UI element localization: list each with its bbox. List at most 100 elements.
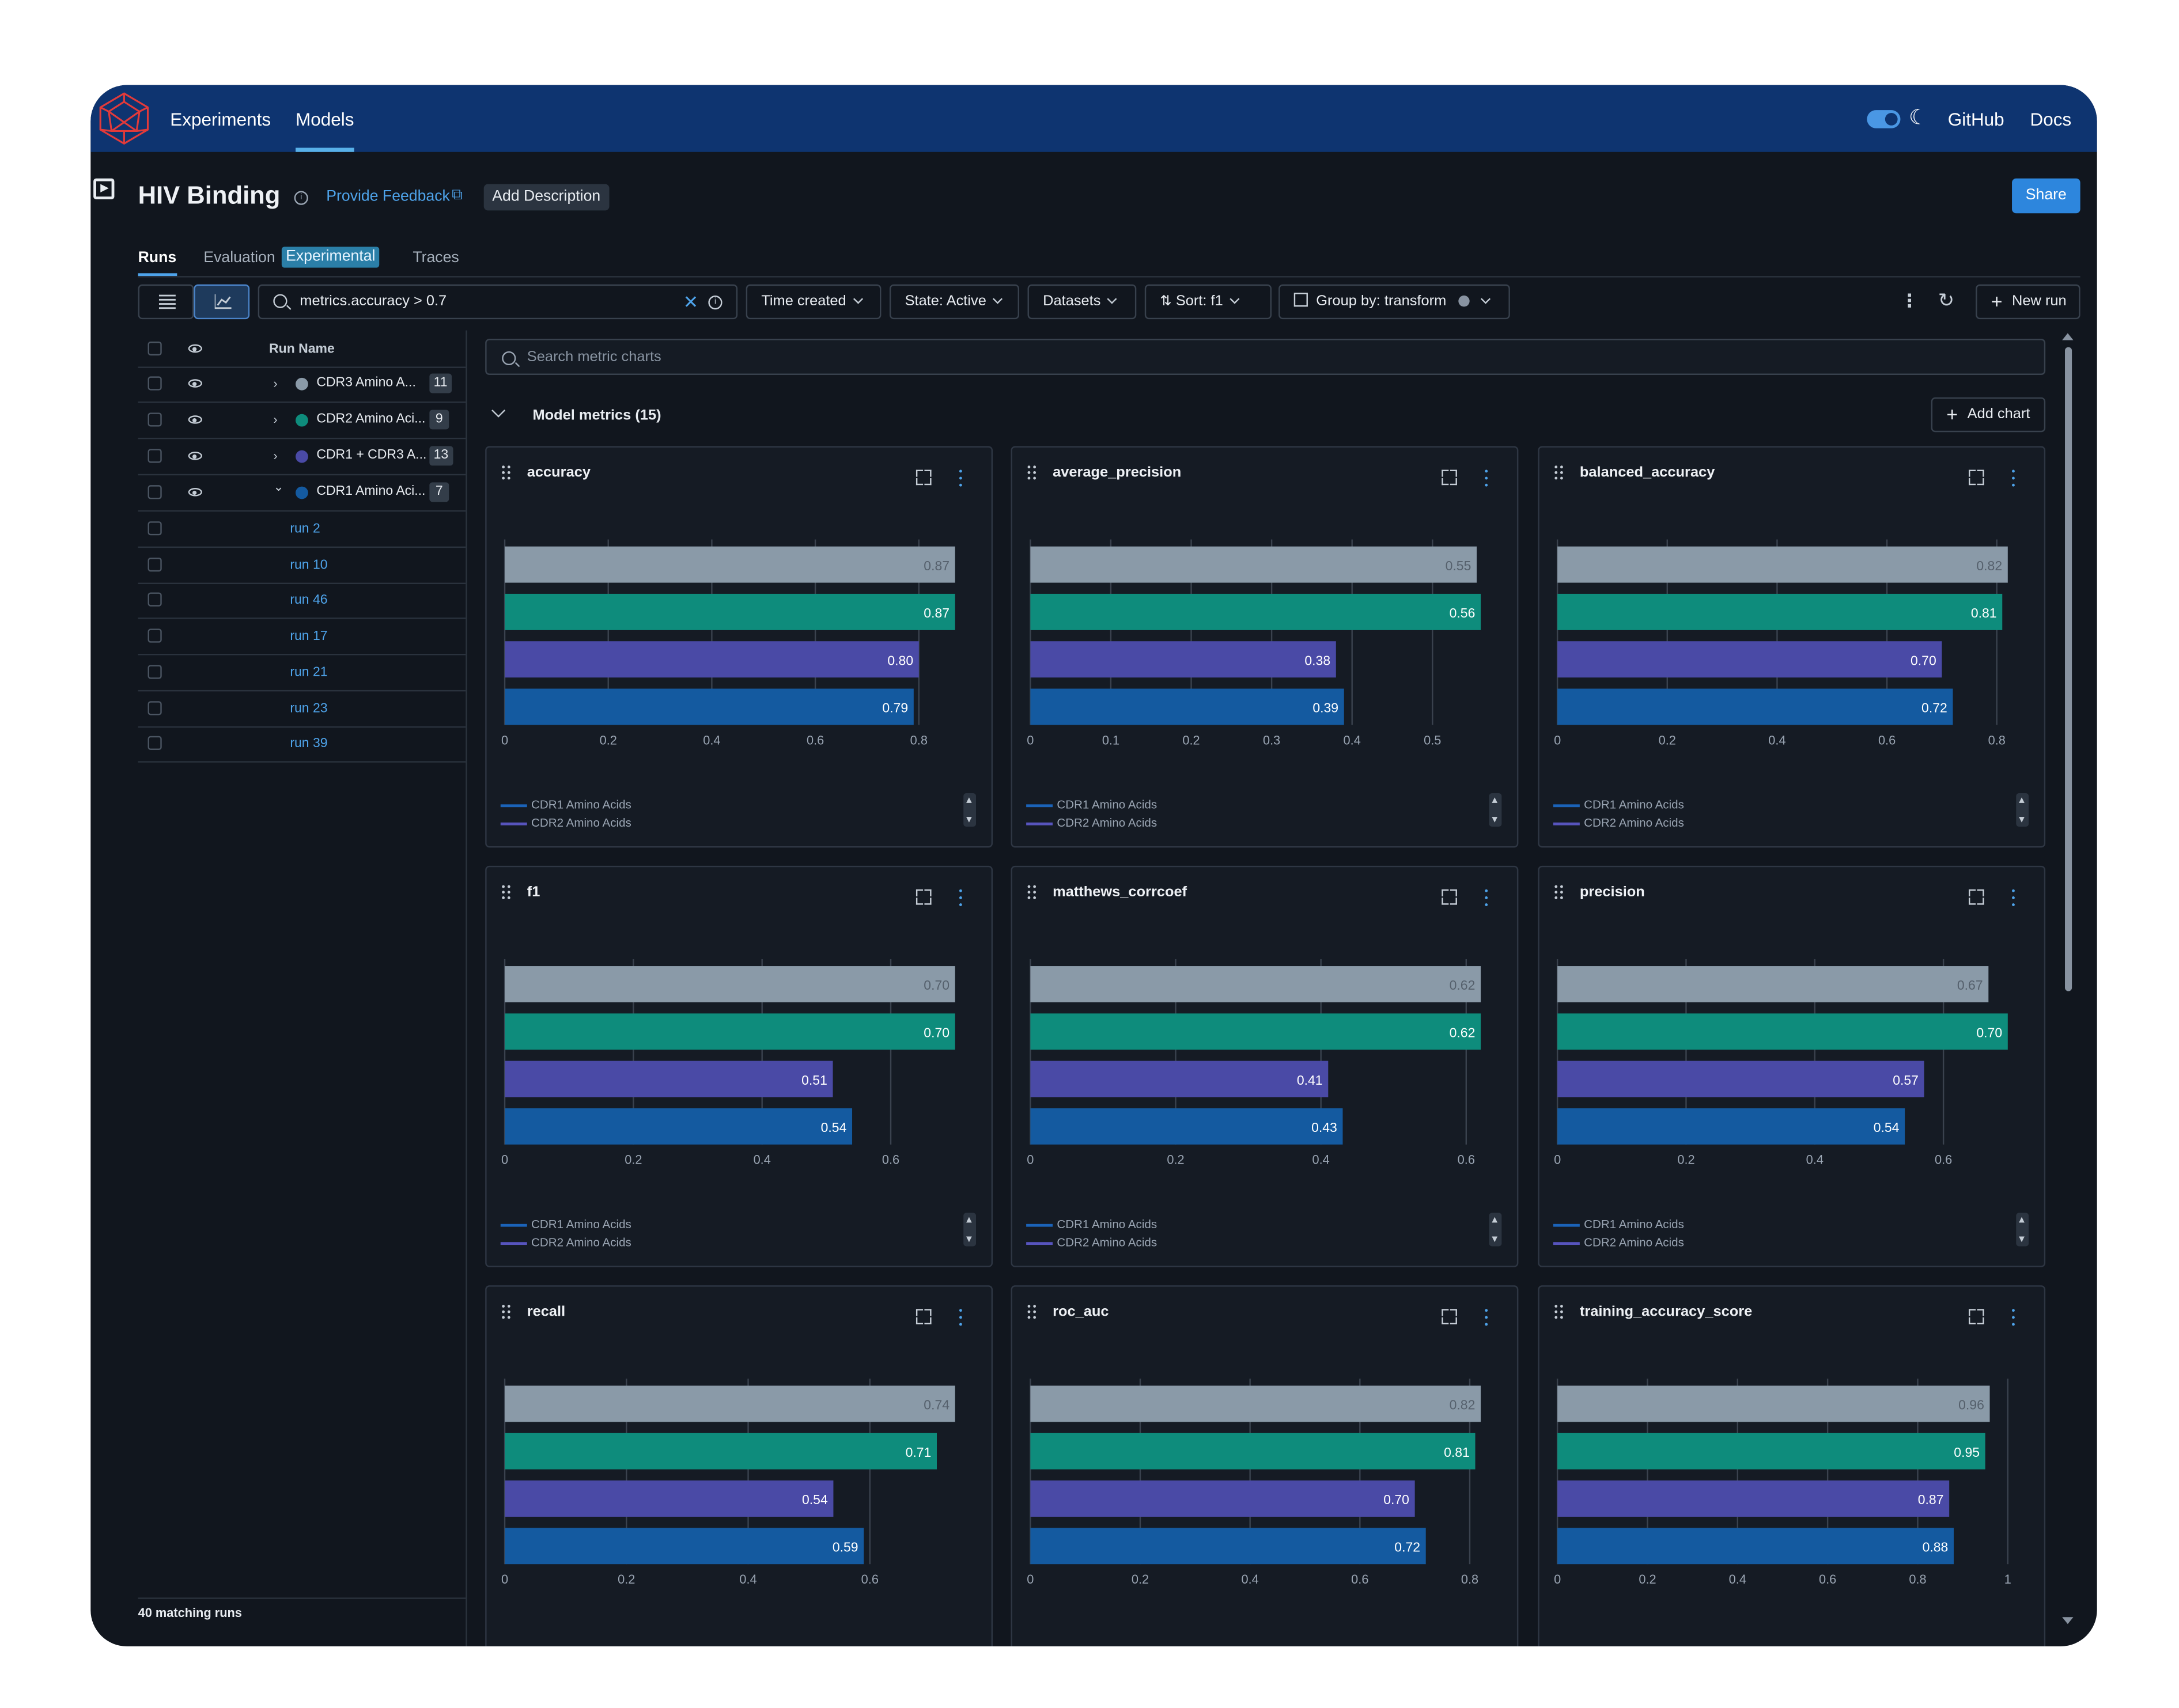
run-link[interactable]: run 23 xyxy=(290,700,328,716)
row-checkbox[interactable] xyxy=(147,376,162,391)
scroll-up-icon[interactable] xyxy=(2062,333,2074,340)
tab-traces[interactable]: Traces xyxy=(413,249,459,267)
visibility-icon[interactable] xyxy=(188,452,202,460)
visibility-icon[interactable] xyxy=(188,379,202,388)
chart-menu-icon[interactable] xyxy=(2012,469,2015,487)
datasets-dropdown[interactable]: Datasets xyxy=(1027,284,1137,320)
run-link[interactable]: run 21 xyxy=(290,664,328,680)
bar[interactable] xyxy=(505,1480,834,1517)
legend-item[interactable]: CDR2 Amino Acids xyxy=(1553,1234,1684,1252)
run-link[interactable]: run 46 xyxy=(290,593,328,609)
bar[interactable] xyxy=(1557,966,1989,1002)
run-group-row[interactable]: › CDR1 + CDR3 A... 13 xyxy=(138,439,466,476)
metric-chart-card[interactable]: f1 0 0.2 0.4 0.6 0.70 0.70 0.51 0.54 CDR1 Amino A… xyxy=(485,865,993,1267)
sort-dropdown[interactable]: ⇅ Sort: f1 xyxy=(1144,284,1272,320)
legend-scroll-control[interactable] xyxy=(1489,1213,1502,1247)
nav-docs[interactable]: Docs xyxy=(2030,108,2072,130)
chevron-down-icon[interactable] xyxy=(491,403,506,418)
chart-menu-icon[interactable] xyxy=(959,1309,962,1326)
metric-chart-card[interactable]: balanced_accuracy 0 0.2 0.4 0.6 0.8 0.82 0.81 0.… xyxy=(1538,446,2046,848)
add-chart-button[interactable]: + Add chart xyxy=(1931,397,2046,433)
chevron-right-icon[interactable]: › xyxy=(273,376,278,391)
metric-chart-card[interactable]: matthews_corrcoef 0 0.2 0.4 0.6 0.62 0.62 0.41 0… xyxy=(1011,865,1519,1267)
chart-menu-icon[interactable] xyxy=(2012,889,2015,906)
row-checkbox[interactable] xyxy=(147,736,162,751)
legend-item[interactable]: CDR1 Amino Acids xyxy=(1553,796,1684,814)
fullscreen-icon[interactable] xyxy=(916,469,932,486)
legend-scroll-control[interactable] xyxy=(963,793,976,827)
legend-item[interactable]: CDR2 Amino Acids xyxy=(1026,814,1157,832)
run-link[interactable]: run 39 xyxy=(290,736,328,752)
table-view-button[interactable] xyxy=(138,284,194,320)
clear-group-icon[interactable] xyxy=(1458,296,1470,307)
bar[interactable] xyxy=(1557,1061,1924,1097)
scroll-thumb[interactable] xyxy=(2065,347,2072,991)
pane-divider[interactable] xyxy=(466,330,467,1647)
theme-toggle[interactable] xyxy=(1867,110,1901,128)
run-row[interactable]: run 21 xyxy=(138,655,466,691)
row-checkbox[interactable] xyxy=(147,628,162,643)
scroll-down-icon[interactable] xyxy=(2062,1617,2074,1624)
bar[interactable] xyxy=(1030,1480,1415,1517)
legend-item[interactable]: CDR1 Amino Acids xyxy=(1026,796,1157,814)
chevron-down-icon[interactable]: ⌄ xyxy=(273,479,284,494)
bar[interactable] xyxy=(1557,1108,1905,1145)
search-info-icon[interactable]: i xyxy=(708,296,722,310)
bar[interactable] xyxy=(1030,1013,1481,1050)
group-by-dropdown[interactable]: Group by: transform xyxy=(1278,284,1510,320)
group-name[interactable]: CDR3 Amino A... xyxy=(316,374,416,391)
bar[interactable] xyxy=(1557,1385,1990,1422)
metric-chart-card[interactable]: recall 0 0.2 0.4 0.6 0.74 0.71 0.54 0.59 xyxy=(485,1285,993,1647)
fullscreen-icon[interactable] xyxy=(916,1309,932,1324)
row-checkbox[interactable] xyxy=(147,485,162,499)
bar[interactable] xyxy=(1030,688,1344,725)
metric-chart-card[interactable]: precision 0 0.2 0.4 0.6 0.67 0.70 0.57 0.54 CDR1 … xyxy=(1538,865,2046,1267)
legend-item[interactable]: CDR1 Amino Acids xyxy=(500,1215,631,1233)
chart-menu-icon[interactable] xyxy=(2012,1309,2015,1326)
bar[interactable] xyxy=(1557,641,1942,678)
run-row[interactable]: run 17 xyxy=(138,619,466,656)
refresh-icon[interactable]: ↻ xyxy=(1938,288,1955,311)
select-all-checkbox[interactable] xyxy=(147,341,162,356)
bar[interactable] xyxy=(505,1061,833,1097)
bar[interactable] xyxy=(1030,546,1477,583)
row-checkbox[interactable] xyxy=(147,557,162,571)
run-row[interactable]: run 2 xyxy=(138,512,466,548)
legend-scroll-control[interactable] xyxy=(2016,793,2029,827)
bar[interactable] xyxy=(1030,641,1336,678)
bar[interactable] xyxy=(1030,1433,1476,1470)
bar[interactable] xyxy=(505,688,914,725)
row-checkbox[interactable] xyxy=(147,593,162,607)
tab-evaluation[interactable]: Evaluation xyxy=(203,249,275,267)
chart-menu-icon[interactable] xyxy=(1485,469,1488,487)
fullscreen-icon[interactable] xyxy=(1442,889,1457,905)
chart-view-button[interactable] xyxy=(194,284,250,320)
legend-scroll-control[interactable] xyxy=(2016,1213,2029,1247)
run-link[interactable]: run 2 xyxy=(290,521,320,537)
visibility-icon[interactable] xyxy=(188,488,202,497)
chart-menu-icon[interactable] xyxy=(1485,1309,1488,1326)
bar[interactable] xyxy=(1030,1385,1481,1422)
bar[interactable] xyxy=(1030,1061,1329,1097)
chevron-right-icon[interactable]: › xyxy=(273,412,278,427)
bar[interactable] xyxy=(505,1385,955,1422)
metric-chart-search-input[interactable]: Search metric charts xyxy=(485,339,2046,375)
run-group-row[interactable]: ⌄ CDR1 Amino Aci... 7 xyxy=(138,475,466,512)
state-dropdown[interactable]: State: Active xyxy=(889,284,1020,320)
bar[interactable] xyxy=(1557,546,2008,583)
legend-item[interactable]: CDR1 Amino Acids xyxy=(1553,1215,1684,1233)
chart-menu-icon[interactable] xyxy=(959,469,962,487)
legend-item[interactable]: CDR2 Amino Acids xyxy=(1553,814,1684,832)
legend-item[interactable]: CDR2 Amino Acids xyxy=(500,814,631,832)
row-checkbox[interactable] xyxy=(147,449,162,463)
bar[interactable] xyxy=(1557,1433,1985,1470)
bar[interactable] xyxy=(505,546,955,583)
visibility-icon[interactable] xyxy=(188,415,202,424)
run-search-input[interactable]: metrics.accuracy > 0.7 ✕ i xyxy=(258,284,738,320)
metric-chart-card[interactable]: accuracy 0 0.2 0.4 0.6 0.8 0.87 0.87 0.80 0.79 CDR… xyxy=(485,446,993,848)
fullscreen-icon[interactable] xyxy=(916,889,932,905)
visibility-icon[interactable] xyxy=(188,344,202,353)
legend-item[interactable]: CDR1 Amino Acids xyxy=(1026,1215,1157,1233)
row-checkbox[interactable] xyxy=(147,664,162,679)
fullscreen-icon[interactable] xyxy=(1969,469,1984,486)
